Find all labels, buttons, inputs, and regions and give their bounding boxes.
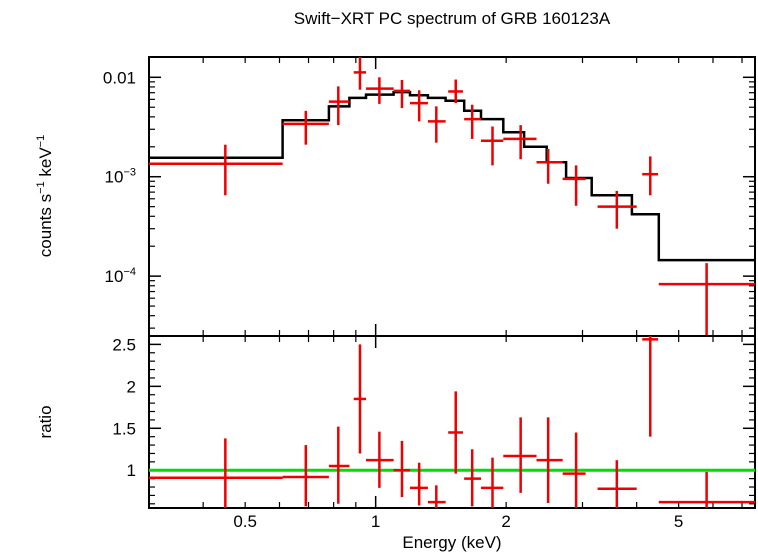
ratio-data-point	[427, 485, 446, 508]
model-step-line	[149, 90, 755, 262]
ratio-data-point	[536, 417, 563, 503]
y-tick-label: 1.5	[112, 419, 136, 438]
spectrum-data-point	[393, 79, 410, 109]
y-tick-label: 2.5	[112, 335, 136, 354]
model-curve	[149, 90, 755, 262]
y-tick-label: 10−4	[105, 266, 136, 286]
top-panel: 0.01 10−3 10−4 counts s−1 keV−1	[35, 56, 756, 337]
spectrum-data-point	[427, 106, 446, 143]
spectrum-data-point	[658, 263, 755, 336]
bottom-panel: 2.5 2 1.5 1 0.5 1 2 5 ratio Energy (keV)	[36, 335, 756, 552]
bottom-y-tick-labels: 2.5 2 1.5 1	[112, 335, 136, 480]
ratio-data-point	[481, 457, 504, 508]
ratio-data-point	[562, 432, 586, 508]
spectrum-data	[149, 57, 755, 336]
ratio-data-point	[353, 344, 367, 454]
spectrum-data-point	[448, 79, 463, 104]
x-tick-label: 5	[674, 512, 683, 531]
spectrum-data-point	[409, 90, 428, 122]
spectrum-data-point	[597, 190, 637, 229]
x-tick-labels: 0.5 1 2 5	[233, 512, 683, 531]
y-tick-label: 0.01	[103, 68, 136, 87]
spectrum-data-point	[282, 110, 329, 145]
ratio-data-point	[597, 460, 637, 508]
y-tick-label: 2	[127, 377, 136, 396]
spectrum-data-point	[536, 149, 563, 184]
x-tick-label: 1	[371, 512, 380, 531]
ratio-data-point	[149, 438, 283, 508]
ratio-data-point	[328, 426, 350, 504]
top-y-tick-labels: 0.01 10−3 10−4	[103, 68, 136, 286]
top-y-axis-label: counts s−1 keV−1	[35, 135, 55, 257]
top-panel-frame	[148, 56, 756, 337]
ratio-data-point	[409, 462, 428, 506]
ratio-data-point	[464, 449, 482, 507]
ratio-data-point	[448, 391, 463, 474]
spectrum-data-point	[353, 57, 367, 90]
bottom-y-axis-label: ratio	[36, 405, 55, 438]
ratio-data-point	[366, 431, 394, 488]
x-tick-label: 0.5	[233, 512, 257, 531]
ratio-data	[149, 336, 755, 508]
ratio-data-point	[658, 471, 755, 508]
y-tick-label: 1	[127, 461, 136, 480]
ratio-data-point	[642, 336, 658, 437]
spectrum-data-point	[366, 77, 394, 104]
spectrum-data-point	[642, 156, 658, 196]
spectrum-data-point	[481, 126, 504, 166]
x-axis-label: Energy (keV)	[402, 533, 501, 552]
spectrum-data-point	[562, 165, 586, 206]
bottom-panel-frame	[148, 335, 756, 509]
ratio-data-point	[503, 417, 537, 493]
spectrum-data-point	[328, 86, 350, 126]
spectrum-data-point	[503, 125, 537, 160]
ratio-data-point	[282, 445, 329, 507]
spectrum-data-point	[149, 144, 283, 196]
bottom-panel-ticks	[148, 336, 755, 508]
x-tick-label: 2	[501, 512, 510, 531]
chart-title: Swift−XRT PC spectrum of GRB 160123A	[294, 9, 611, 28]
top-panel-ticks	[148, 57, 755, 336]
ratio-data-point	[393, 440, 410, 498]
spectrum-data-point	[464, 104, 482, 139]
y-tick-label: 10−3	[105, 167, 136, 187]
